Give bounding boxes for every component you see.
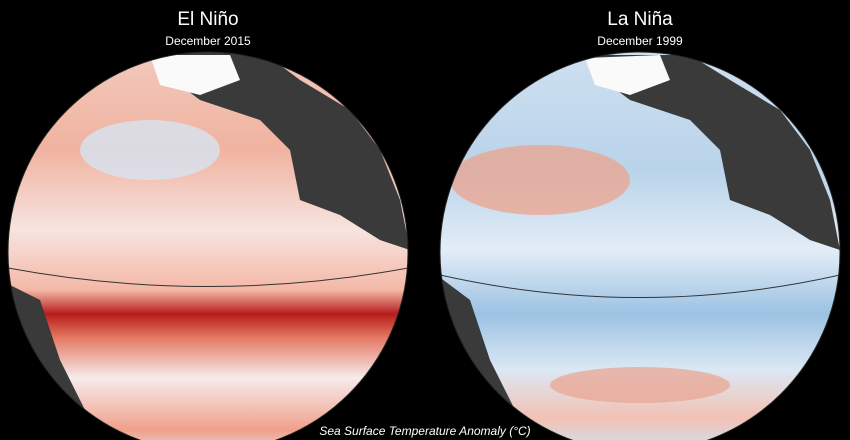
caption: Sea Surface Temperature Anomaly (°C) [319, 424, 530, 438]
panel-title: La Niña [607, 9, 673, 30]
caption-box [318, 420, 532, 440]
panel-title: El Niño [177, 9, 238, 30]
panel-subtitle: December 2015 [165, 34, 251, 48]
panel-subtitle: December 1999 [597, 34, 683, 48]
